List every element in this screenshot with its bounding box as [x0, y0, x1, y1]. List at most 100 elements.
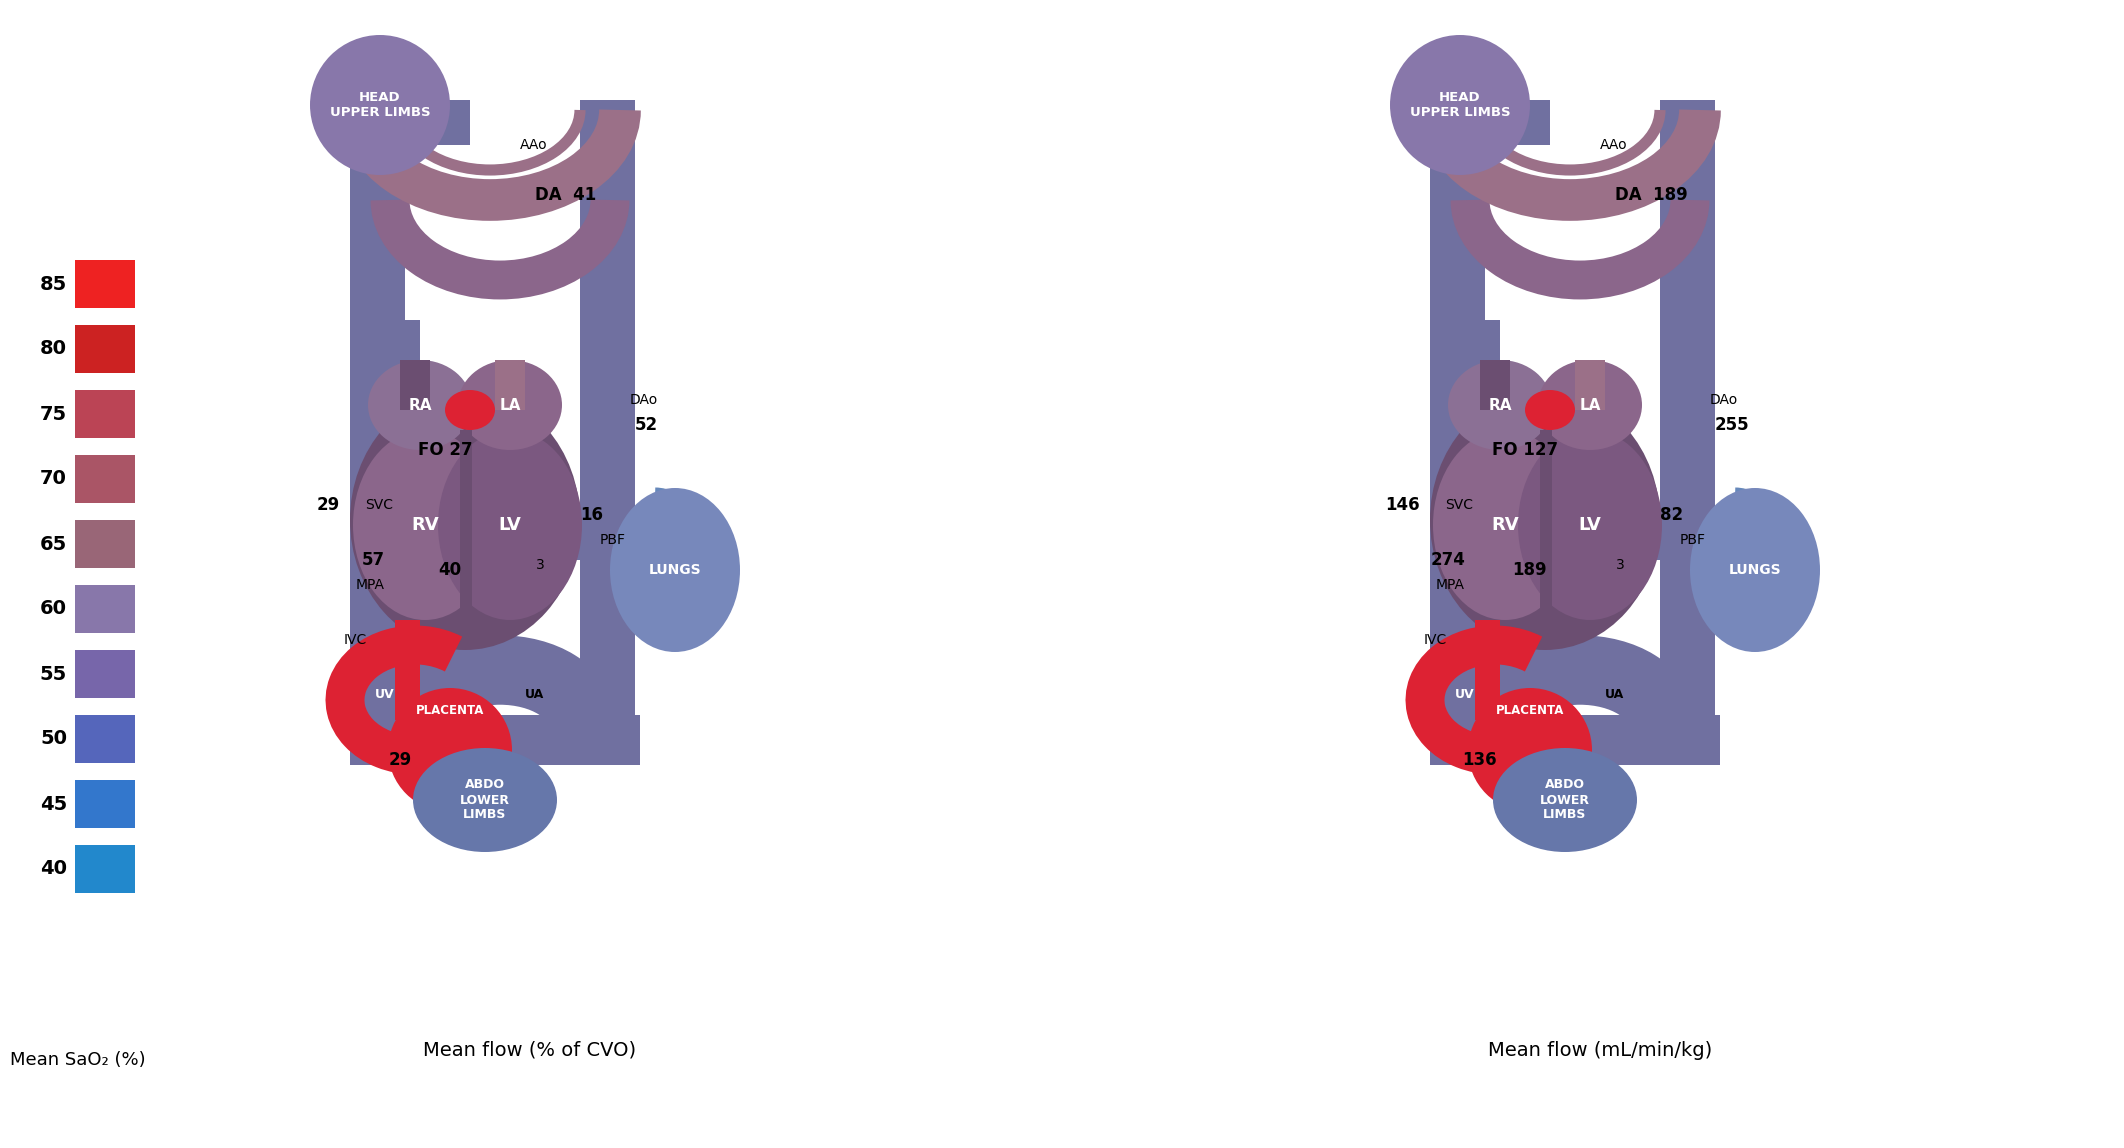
Bar: [395, 620, 421, 720]
Text: LV: LV: [499, 515, 520, 534]
Text: 60: 60: [40, 599, 68, 619]
Text: 52: 52: [635, 416, 658, 434]
Bar: [495, 360, 525, 410]
Text: MPA: MPA: [357, 577, 384, 592]
Text: PBF: PBF: [1680, 533, 1706, 546]
Circle shape: [1468, 688, 1593, 812]
Text: LV: LV: [1578, 515, 1601, 534]
Ellipse shape: [1434, 430, 1576, 620]
Text: FO 27: FO 27: [418, 441, 472, 459]
Text: 136: 136: [1463, 751, 1497, 769]
Text: IVC: IVC: [344, 633, 367, 647]
Text: ABDO
LOWER
LIMBS: ABDO LOWER LIMBS: [461, 778, 510, 822]
Circle shape: [310, 34, 450, 174]
Text: 3: 3: [1616, 558, 1625, 572]
Bar: [476, 715, 639, 765]
Ellipse shape: [459, 360, 563, 450]
Bar: [391, 571, 469, 605]
Bar: [1480, 360, 1510, 410]
Bar: [74, 715, 136, 763]
Ellipse shape: [446, 390, 495, 430]
Bar: [1540, 430, 1553, 610]
Bar: [539, 530, 661, 560]
Bar: [1576, 360, 1606, 410]
Text: 45: 45: [40, 794, 68, 814]
Ellipse shape: [1493, 748, 1638, 852]
Text: PLACENTA: PLACENTA: [1495, 704, 1563, 716]
Bar: [74, 585, 136, 633]
Text: 85: 85: [40, 274, 68, 294]
Text: 189: 189: [1512, 561, 1546, 579]
Ellipse shape: [367, 360, 472, 450]
Bar: [1621, 530, 1740, 560]
Bar: [350, 60, 406, 135]
Text: AAo: AAo: [520, 138, 548, 152]
Text: 65: 65: [40, 535, 68, 553]
Ellipse shape: [1691, 488, 1820, 652]
Text: Mean SaO₂ (%): Mean SaO₂ (%): [11, 1052, 147, 1069]
Text: 29: 29: [316, 496, 340, 514]
Text: 75: 75: [40, 404, 68, 424]
Text: HEAD
UPPER LIMBS: HEAD UPPER LIMBS: [329, 91, 431, 119]
Text: RA: RA: [408, 397, 431, 412]
Text: 255: 255: [1714, 416, 1750, 434]
Bar: [399, 360, 429, 410]
Ellipse shape: [1429, 390, 1661, 650]
Bar: [1470, 571, 1551, 605]
Ellipse shape: [1525, 390, 1576, 430]
Text: 274: 274: [1429, 551, 1466, 569]
Circle shape: [1389, 34, 1529, 174]
Text: UV: UV: [1455, 689, 1474, 701]
Bar: [1474, 320, 1500, 414]
Circle shape: [389, 688, 512, 812]
Ellipse shape: [350, 390, 580, 650]
Bar: [1661, 100, 1714, 220]
Bar: [1555, 715, 1720, 765]
Bar: [1474, 620, 1500, 720]
Text: IVC: IVC: [1423, 633, 1446, 647]
Text: 40: 40: [40, 860, 68, 878]
Bar: [580, 200, 635, 730]
Text: Mean flow (mL/min/kg): Mean flow (mL/min/kg): [1489, 1040, 1712, 1060]
Text: RV: RV: [412, 515, 440, 534]
Text: 57: 57: [361, 551, 384, 569]
Text: LUNGS: LUNGS: [1729, 563, 1782, 577]
Text: 80: 80: [40, 340, 68, 358]
Text: 82: 82: [1661, 506, 1682, 523]
Ellipse shape: [438, 430, 582, 620]
Ellipse shape: [1449, 360, 1553, 450]
Text: PBF: PBF: [599, 533, 627, 546]
Text: Mean flow (% of CVO): Mean flow (% of CVO): [423, 1040, 637, 1060]
Bar: [74, 845, 136, 893]
Text: DAo: DAo: [631, 393, 658, 408]
Text: LUNGS: LUNGS: [648, 563, 701, 577]
Bar: [395, 320, 421, 414]
Bar: [1429, 100, 1551, 145]
Bar: [1429, 100, 1485, 730]
Ellipse shape: [1538, 360, 1642, 450]
Bar: [350, 100, 469, 145]
Text: ABDO
LOWER
LIMBS: ABDO LOWER LIMBS: [1540, 778, 1591, 822]
Text: DA  41: DA 41: [535, 186, 597, 204]
Text: RA: RA: [1489, 397, 1512, 412]
Bar: [74, 390, 136, 439]
Bar: [350, 715, 440, 765]
Bar: [350, 100, 406, 730]
Text: UV: UV: [376, 689, 395, 701]
Text: SVC: SVC: [365, 498, 393, 512]
Text: 16: 16: [580, 506, 603, 523]
Text: SVC: SVC: [1444, 498, 1474, 512]
Ellipse shape: [610, 488, 739, 652]
Bar: [1661, 200, 1714, 730]
Text: 146: 146: [1385, 496, 1421, 514]
Ellipse shape: [412, 748, 556, 852]
Text: MPA: MPA: [1436, 577, 1466, 592]
Text: DA  189: DA 189: [1614, 186, 1689, 204]
Bar: [74, 325, 136, 373]
Ellipse shape: [1519, 430, 1661, 620]
Text: DAo: DAo: [1710, 393, 1737, 408]
Text: AAo: AAo: [1599, 138, 1627, 152]
Text: FO 127: FO 127: [1491, 441, 1559, 459]
Ellipse shape: [353, 430, 497, 620]
Bar: [1429, 60, 1485, 135]
